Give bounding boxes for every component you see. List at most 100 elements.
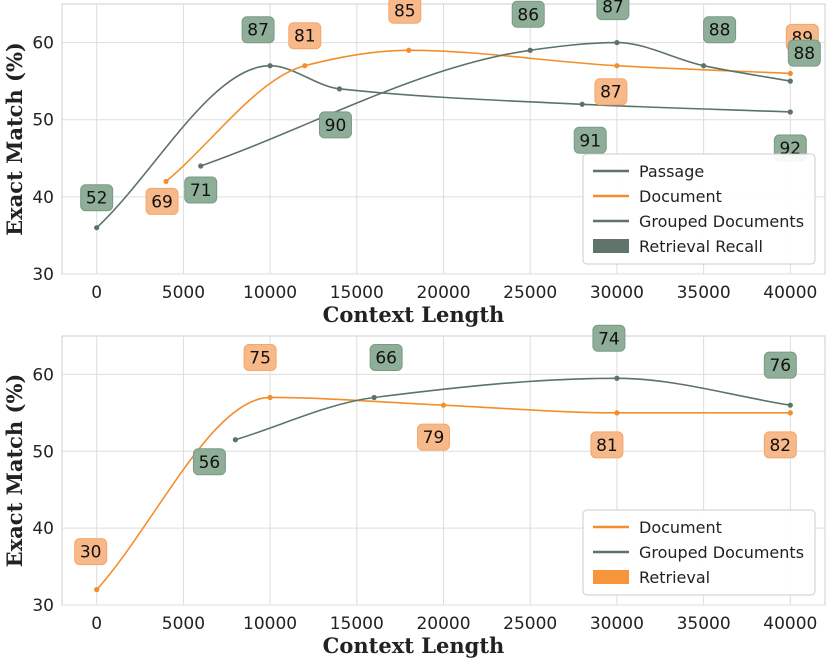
- y-tick-label: 40: [32, 188, 54, 208]
- legend-label: Retrieval Recall: [639, 237, 763, 256]
- chart-top: 0 5000 10000 15000 20000 25000 30000 35000 40000…: [2, 0, 826, 327]
- recall-badge: [288, 22, 322, 50]
- x-tick-label: 25000: [503, 614, 557, 634]
- recall-badge: [241, 16, 275, 44]
- recall-label: 76: [769, 356, 791, 376]
- recall-badge: [417, 423, 450, 451]
- data-point: [406, 47, 412, 53]
- x-tick-label: 5000: [162, 283, 205, 303]
- series-line-document: [96, 396, 791, 591]
- recall-badge: [573, 126, 607, 154]
- legend-label: Document: [639, 187, 722, 206]
- data-point: [198, 163, 204, 169]
- recall-badge: [184, 176, 218, 204]
- y-axis-title: Exact Match (%): [2, 42, 27, 236]
- legend-label: Retrieval: [639, 568, 710, 587]
- data-point: [614, 63, 620, 69]
- recall-label: 91: [579, 131, 601, 151]
- x-axis-title: Context Length: [323, 302, 505, 327]
- recall-label: 81: [596, 436, 618, 456]
- recall-badge: [511, 0, 545, 28]
- recall-label: 90: [325, 116, 347, 136]
- recall-label: 87: [247, 21, 269, 41]
- y-tick-label: 30: [32, 596, 54, 616]
- x-tick-label: 40000: [763, 283, 817, 303]
- y-tick-label: 50: [32, 442, 54, 462]
- data-point: [94, 587, 100, 593]
- x-tick-label: 5000: [162, 614, 205, 634]
- data-point: [336, 86, 343, 92]
- chart-bottom: 0 5000 10000 15000 20000 25000 30000 35000 40000…: [2, 324, 826, 658]
- x-tick-label: 30000: [590, 614, 644, 634]
- x-tick-label: 40000: [763, 614, 817, 634]
- data-point: [163, 178, 169, 185]
- data-point: [94, 225, 100, 231]
- series-line-grouped-documents: [200, 41, 791, 167]
- series-line-passage: [96, 64, 791, 229]
- data-point: [232, 437, 239, 443]
- data-point: [302, 63, 308, 69]
- series-line-grouped-documents: [235, 377, 791, 441]
- x-tick-label: 10000: [243, 614, 297, 634]
- y-tick-label: 50: [32, 111, 54, 131]
- recall-badge: [80, 184, 114, 212]
- recall-label: 81: [294, 27, 316, 47]
- recall-label: 87: [602, 0, 624, 18]
- legend-box: [582, 509, 816, 596]
- recall-badge: [590, 431, 624, 459]
- recall-badge: [318, 111, 352, 139]
- x-tick-label: 35000: [677, 614, 731, 634]
- legend-label: Grouped Documents: [639, 212, 804, 231]
- recall-badge: [74, 538, 108, 566]
- legend-patch: [593, 239, 629, 253]
- recall-badge: [594, 78, 628, 106]
- recall-label: 88: [793, 44, 815, 64]
- x-tick-label: 30000: [590, 283, 644, 303]
- recall-label: 86: [517, 5, 539, 25]
- recall-label: 56: [199, 453, 221, 473]
- recall-label: 69: [151, 192, 173, 212]
- recall-label: 88: [709, 21, 731, 41]
- x-tick-label: 0: [91, 283, 102, 303]
- x-axis-title: Context Length: [323, 633, 505, 658]
- recall-label: 66: [375, 348, 397, 368]
- legend-patch: [593, 570, 629, 584]
- recall-label: 85: [394, 1, 416, 21]
- legend-box: [582, 153, 816, 265]
- data-point: [579, 101, 585, 107]
- recall-label: 30: [80, 543, 102, 563]
- recall-badge: [592, 324, 626, 352]
- data-point: [371, 394, 377, 401]
- recall-label: 87: [600, 83, 622, 103]
- recall-label: 82: [769, 436, 791, 456]
- legend-label: Grouped Documents: [639, 543, 804, 562]
- recall-badge: [763, 351, 797, 379]
- data-point: [527, 47, 533, 53]
- y-axis-title: Exact Match (%): [2, 374, 27, 568]
- x-tick-label: 15000: [330, 614, 384, 634]
- recall-badge: [596, 0, 630, 21]
- data-point: [787, 78, 793, 84]
- data-point: [614, 39, 620, 46]
- recall-label: 71: [190, 181, 212, 201]
- data-point: [614, 375, 620, 381]
- recall-badge: [145, 187, 179, 215]
- x-tick-label: 10000: [243, 283, 297, 303]
- recall-badge: [703, 16, 737, 44]
- data-point: [787, 410, 793, 416]
- data-point: [267, 394, 273, 401]
- recall-label: 74: [598, 329, 620, 349]
- x-tick-label: 0: [91, 614, 102, 634]
- legend-label: Document: [639, 518, 722, 537]
- data-point: [787, 70, 793, 77]
- x-tick-label: 15000: [330, 283, 384, 303]
- data-point: [701, 63, 707, 69]
- data-point: [614, 410, 620, 416]
- recall-badge: [369, 343, 403, 371]
- recall-badge: [388, 0, 422, 24]
- recall-badge: [192, 448, 226, 476]
- recall-label: 79: [423, 428, 445, 448]
- y-tick-label: 30: [32, 265, 54, 285]
- y-tick-label: 40: [32, 519, 54, 539]
